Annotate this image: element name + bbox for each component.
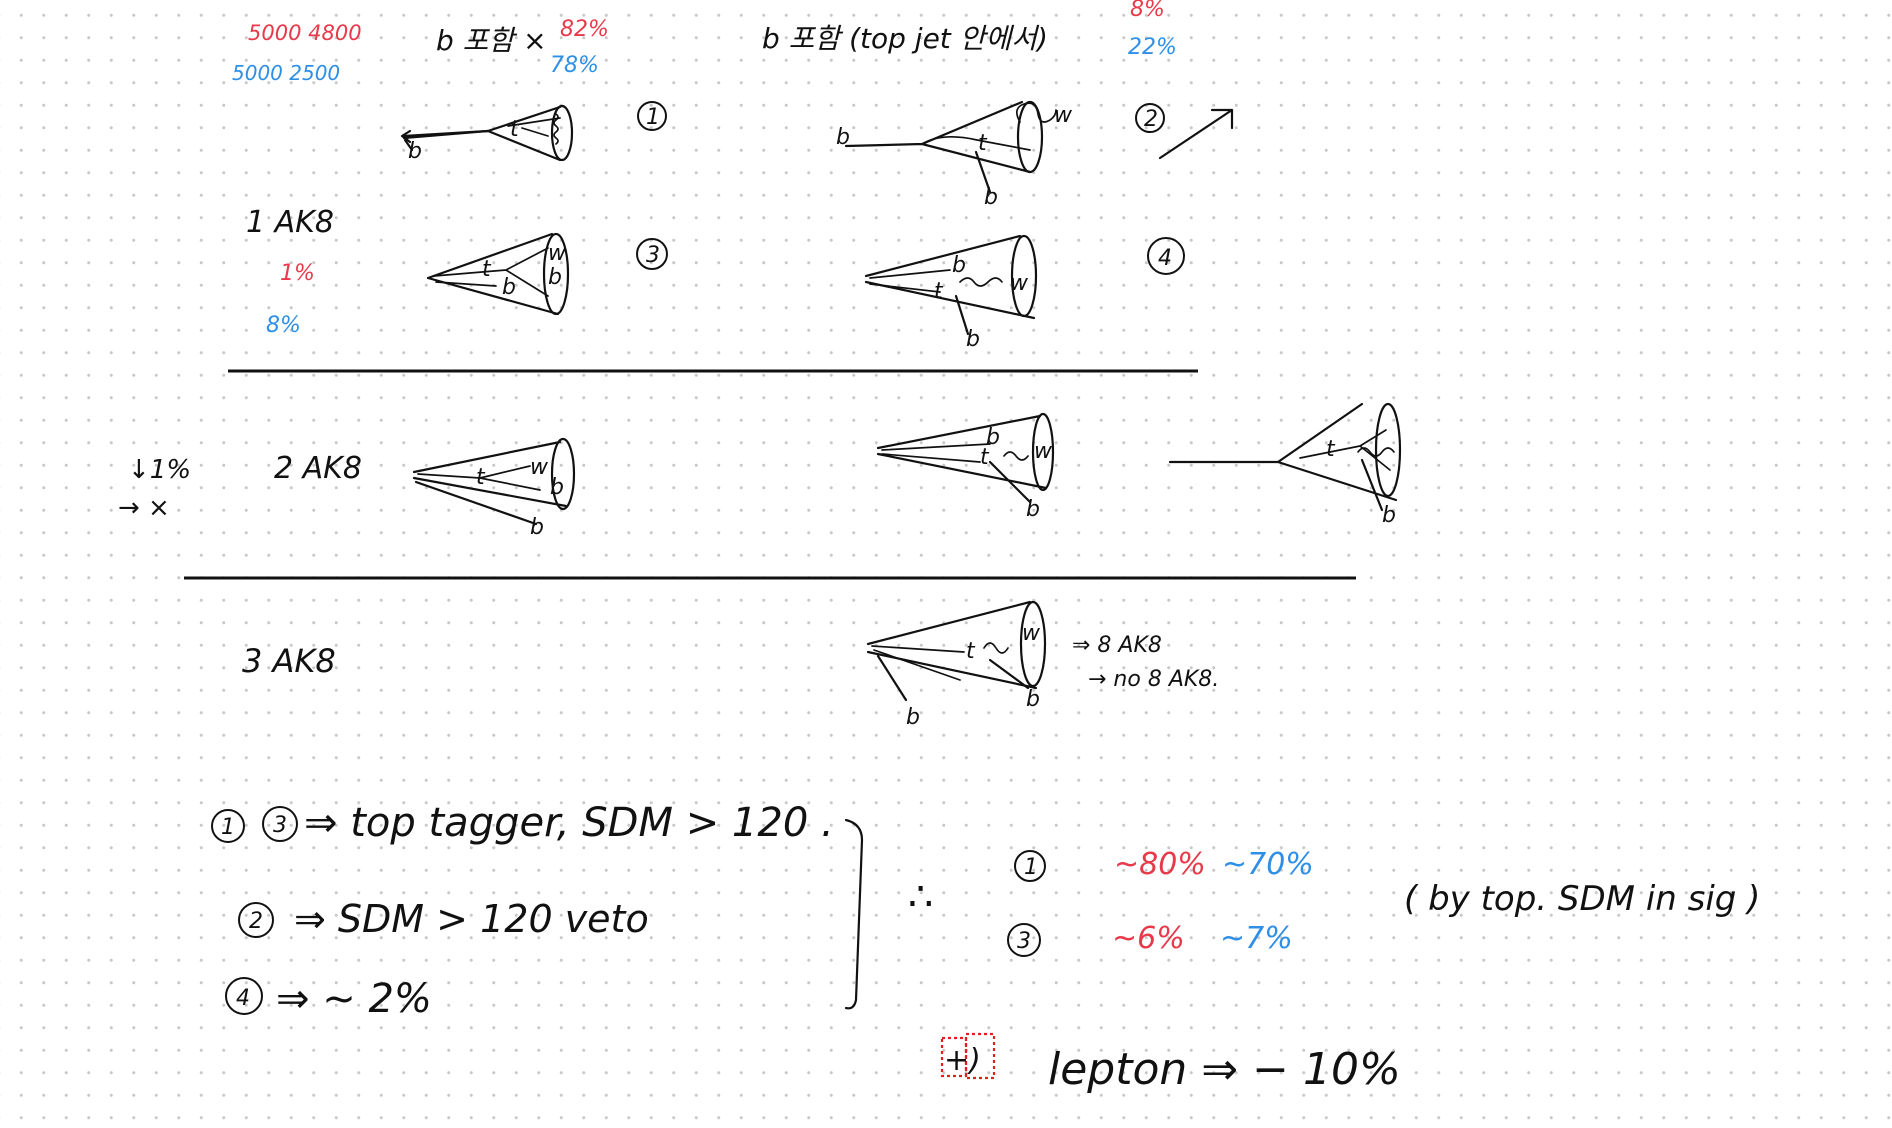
- topology-4-number: 4: [1158, 246, 1172, 271]
- t3-w-label: w: [548, 241, 567, 266]
- topology-2-number: 2: [1144, 107, 1158, 132]
- t4-w-label: w: [1010, 271, 1029, 296]
- t3-t-label: t: [482, 257, 492, 282]
- result-1-blue: ~70%: [1222, 847, 1314, 882]
- summary-marker-2-num: 2: [249, 909, 263, 934]
- topology-1-marker: [637, 101, 667, 131]
- t2-w-label: w: [1054, 103, 1073, 128]
- r2a-b-inner-label: b: [550, 475, 564, 500]
- jet-diagram-2ak8-c: [1168, 402, 1402, 512]
- row-3ak8-label: 3 AK8: [242, 642, 336, 680]
- summary-marker-4-num: 4: [236, 986, 250, 1011]
- row-2ak8-side-top: ↓1%: [128, 455, 191, 485]
- result-marker-1-num: 1: [1024, 855, 1038, 880]
- summary-brace: [844, 818, 864, 1010]
- summary-marker-3-num: 3: [273, 813, 287, 838]
- topology-3-number: 3: [646, 243, 660, 268]
- summary-marker-2: [238, 902, 274, 938]
- t3-b-label: b: [502, 275, 516, 300]
- result-3-blue: ~7%: [1220, 921, 1293, 956]
- summary-marker-4: [225, 977, 263, 1015]
- summary-note: ( by top. SDM in sig ): [1404, 879, 1760, 919]
- result-marker-1: [1014, 850, 1046, 882]
- plus-mark-box-right: [964, 1032, 996, 1080]
- summary-line2: ⇒ SDM > 120 veto: [294, 897, 649, 941]
- jet-diagram-topology-1: [400, 104, 574, 162]
- header-col1-title: b 포함 ×: [436, 24, 547, 57]
- row-1ak8-red: 1%: [280, 261, 315, 286]
- row-2ak8-label: 2 AK8: [274, 451, 362, 486]
- r2a-w-label: w: [530, 455, 549, 480]
- r2b-w-label: w: [1034, 439, 1053, 464]
- t4-b-bottom-label: b: [966, 327, 980, 352]
- row-1ak8-label: 1 AK8: [246, 205, 334, 240]
- r2a-b-label: b: [530, 515, 544, 540]
- jet-diagram-topology-4: [864, 234, 1038, 336]
- header-blue-counts: 5000 2500: [232, 61, 340, 85]
- jet-diagram-2ak8-b: [876, 412, 1055, 504]
- r2c-t-label: t: [1326, 437, 1336, 462]
- summary-line3: ⇒ ~ 2%: [276, 976, 432, 1022]
- r2b-t-label: t: [980, 445, 990, 470]
- summary-marker-1-num: 1: [221, 815, 235, 840]
- jet-diagram-topology-3: [426, 232, 570, 316]
- topology-2-marker: [1135, 103, 1165, 133]
- summary-marker-3: [262, 806, 298, 842]
- summary-marker-1: [211, 809, 245, 843]
- header-col1-blue: 78%: [550, 53, 599, 78]
- t2-b-bottom-label: b: [984, 185, 998, 210]
- result-3-red: ~6%: [1112, 921, 1185, 956]
- r3-w-label: w: [1022, 621, 1041, 646]
- t4-b-top-label: b: [952, 253, 966, 278]
- r2a-t-label: t: [476, 465, 486, 490]
- jet-diagram-2ak8-a: [412, 437, 576, 526]
- row-2ak8-side-bottom: → ×: [118, 493, 170, 523]
- jet-diagram-3ak8: [866, 600, 1047, 702]
- result-marker-3-num: 3: [1017, 929, 1031, 954]
- row-3ak8-note2: → no 8 AK8.: [1088, 667, 1219, 692]
- result-1-red: ~80%: [1114, 847, 1206, 882]
- header-col2-title: b 포함 (top jet 안에서): [762, 22, 1048, 55]
- plus-mark: +): [944, 1043, 981, 1078]
- row-1ak8-blue: 8%: [266, 313, 301, 338]
- topology-4-marker: [1147, 237, 1185, 275]
- header-col1-red: 82%: [560, 17, 609, 42]
- t1-b-label: b: [408, 139, 422, 164]
- t2-b-left-label: b: [836, 125, 850, 150]
- jet-diagram-topology-2: [844, 100, 1234, 194]
- r3-b-right-label: b: [1026, 687, 1040, 712]
- header-red-counts: 5000 4800: [248, 21, 362, 45]
- t3-b-inner-label: b: [548, 265, 562, 290]
- therefore-symbol: ∴: [908, 874, 933, 920]
- result-marker-3: [1007, 923, 1041, 957]
- row-3ak8-note1: ⇒ 8 AK8: [1072, 633, 1162, 658]
- r3-t-label: t: [966, 639, 976, 664]
- r2b-b-top-label: b: [986, 425, 1000, 450]
- header-col2-blue: 22%: [1128, 35, 1177, 60]
- topology-1-number: 1: [646, 105, 660, 130]
- topology-3-marker: [636, 238, 668, 270]
- header-col2-red: 8%: [1130, 0, 1165, 22]
- r2c-b-label: b: [1382, 503, 1396, 528]
- r2b-b-bottom-label: b: [1026, 497, 1040, 522]
- t4-t-label: t: [934, 279, 944, 304]
- r3-b-left-label: b: [906, 705, 920, 730]
- t1-t-label: t: [510, 117, 520, 142]
- summary-line1: ⇒ top tagger, SDM > 120 .: [304, 800, 834, 846]
- t2-t-label: t: [978, 131, 988, 156]
- lepton-line: lepton ⇒ − 10%: [1048, 1044, 1401, 1095]
